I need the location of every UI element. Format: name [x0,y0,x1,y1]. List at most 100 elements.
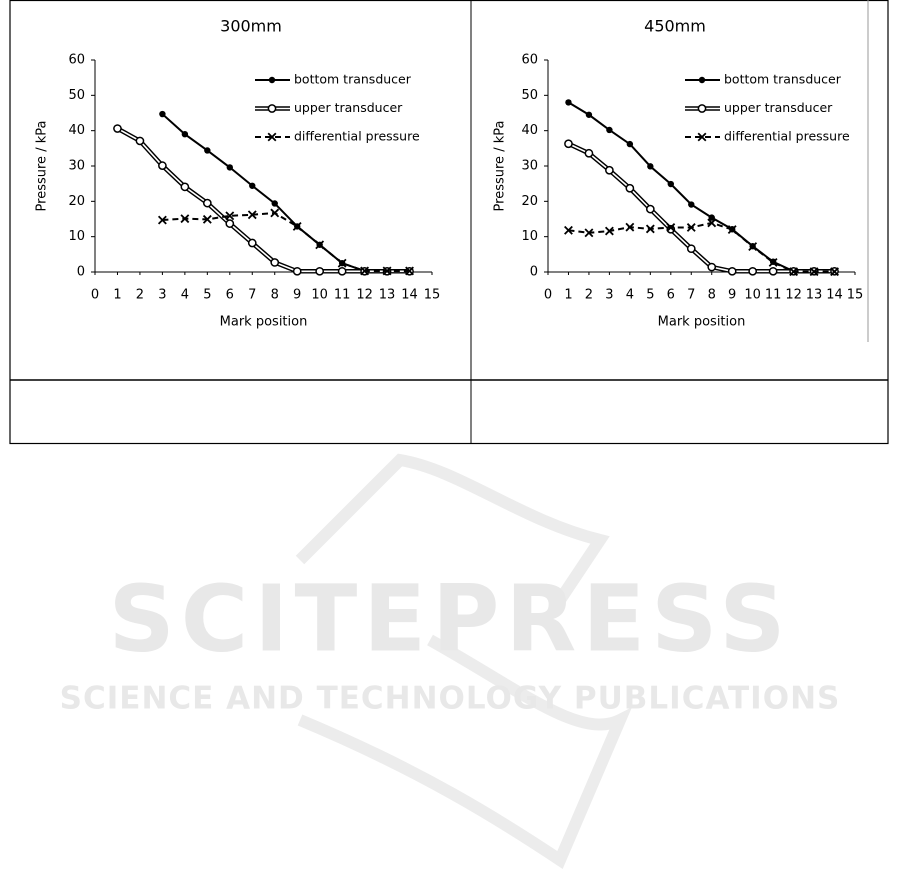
x-tick-label: 6 [667,288,675,303]
point [158,161,167,170]
y-tick-label: 60 [68,53,85,68]
point [605,165,614,175]
x-tick-label: 5 [203,288,211,303]
table-frame [9,0,889,445]
point [688,201,695,208]
x-tick-label: 15 [424,288,441,303]
y-axis-label: Pressure / kPa [493,121,508,212]
legend-entry: upper transducer [255,100,403,115]
legend-marker [697,132,707,142]
point [292,221,302,231]
series [565,99,838,275]
y-tick-label: 30 [521,159,538,174]
y-tick-label: 20 [68,194,85,209]
x-tick-label: 11 [334,288,351,303]
x-tick-label: 9 [728,288,736,303]
point [626,140,634,148]
legend-label: bottom transducer [294,72,412,87]
x-tick-label: 8 [708,288,716,303]
point [584,148,594,158]
point [606,126,613,134]
point [748,242,758,251]
y-axis-label: Pressure / kPa [35,121,50,212]
x-tick-label: 14 [826,288,843,303]
point [315,266,325,276]
x-tick-label: 4 [181,288,189,303]
point [315,240,325,250]
x-axis-label: Mark position [658,315,746,330]
point [337,266,347,276]
point [382,266,392,276]
point [247,210,257,220]
x-tick-label: 9 [293,288,301,303]
point [645,224,655,234]
point [708,214,715,221]
point [667,180,674,188]
point [271,200,278,207]
legend-label: differential pressure [724,129,850,144]
series-line [116,126,410,274]
point [202,214,212,224]
series [157,208,414,276]
legend-label: upper transducer [724,100,833,115]
point [225,211,235,221]
legend-entry: differential pressure [255,129,420,144]
x-tick-label: 8 [271,288,279,303]
point [247,238,257,248]
legend-label: bottom transducer [724,72,842,87]
x-tick-label: 10 [311,288,328,303]
series-line [162,211,410,272]
x-tick-label: 14 [401,288,418,303]
y-tick-label: 0 [77,265,85,280]
watermark-subtitle: SCIENCE AND TECHNOLOGY PUBLICATIONS [60,681,841,717]
x-tick-label: 1 [113,288,121,303]
y-tick-label: 40 [68,123,85,138]
chart-title: 300mm [220,17,282,36]
point [604,226,614,236]
x-tick-label: 13 [806,288,823,303]
chart-title: 450mm [644,17,706,36]
y-tick-label: 10 [68,229,85,244]
legend-marker [697,104,707,113]
point [337,258,347,268]
point [135,136,145,146]
point [584,228,594,238]
y-tick-label: 0 [530,265,538,280]
y-tick-label: 10 [521,229,538,244]
point [830,267,839,277]
point [202,198,212,208]
legend-marker [267,132,277,142]
legend-marker [268,76,276,84]
point [585,111,593,118]
point [625,222,635,232]
point [157,215,167,225]
watermark: SCITEPRESS SCIENCE AND TECHNOLOGY PUBLIC… [60,453,841,869]
x-tick-label: 7 [687,288,695,303]
x-tick-label: 0 [91,288,99,303]
legend-entry: upper transducer [685,100,833,115]
legend-entry: bottom transducer [685,72,842,87]
x-tick-label: 7 [248,288,256,303]
legend-label: differential pressure [294,129,420,144]
x-tick-label: 2 [585,288,593,303]
point [159,110,166,118]
point [748,266,758,276]
legend-entry: differential pressure [685,129,850,144]
y-tick-label: 30 [68,159,85,174]
watermark-logo [295,453,632,869]
point [707,218,717,228]
x-tick-label: 3 [158,288,166,303]
x-axis-label: Mark position [220,315,308,330]
point [768,258,778,267]
point [645,204,655,214]
point [686,244,696,254]
x-tick-label: 5 [646,288,654,303]
point [564,225,573,235]
x-tick-label: 15 [847,288,864,303]
x-tick-label: 3 [605,288,613,303]
point [180,214,190,224]
